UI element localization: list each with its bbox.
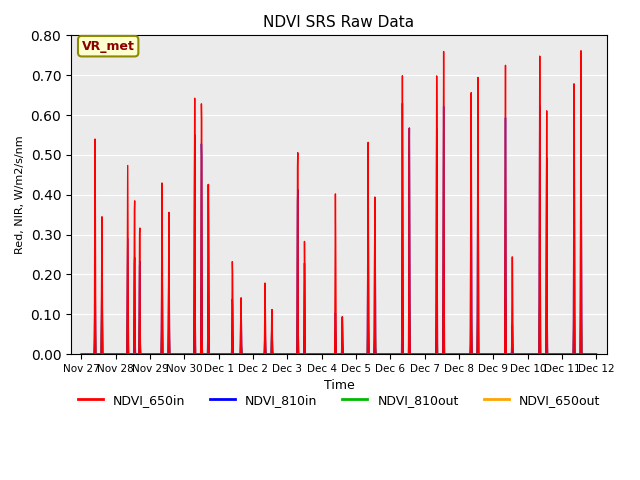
NDVI_650in [77,351,85,357]
NDVI_810out [483,351,491,357]
NDVI_810in [483,351,491,357]
NDVI_650in [578,271,586,277]
Line: NDVI_810in: NDVI_810in [81,103,596,354]
Y-axis label: Red, NIR, W/m2/s/nm: Red, NIR, W/m2/s/nm [15,135,25,254]
NDVI_810in [77,351,85,357]
NDVI_650out [328,351,336,357]
NDVI_810in [314,351,322,357]
Text: VR_met: VR_met [82,40,134,53]
NDVI_650out [205,289,212,295]
NDVI_810in [578,286,586,291]
Line: NDVI_810out: NDVI_810out [81,285,596,354]
NDVI_650in [578,351,586,357]
NDVI_810out [578,335,586,340]
NDVI_650in [483,351,491,357]
Legend: NDVI_650in, NDVI_810in, NDVI_810out, NDVI_650out: NDVI_650in, NDVI_810in, NDVI_810out, NDV… [72,389,605,412]
NDVI_650in [104,351,111,357]
NDVI_810out [104,351,111,357]
NDVI_650out [315,351,323,357]
Title: NDVI SRS Raw Data: NDVI SRS Raw Data [263,15,415,30]
NDVI_810in [578,351,586,357]
Line: NDVI_650out: NDVI_650out [81,292,596,354]
NDVI_810out [578,351,586,357]
NDVI_810out [191,282,198,288]
NDVI_650out [593,351,600,357]
NDVI_650out [578,336,586,341]
NDVI_810out [593,351,600,357]
NDVI_810in [593,351,600,357]
NDVI_650in [577,48,585,54]
NDVI_810out [315,351,323,357]
NDVI_810out [77,351,85,357]
NDVI_650in [314,351,322,357]
NDVI_650out [104,351,111,357]
X-axis label: Time: Time [323,379,355,393]
NDVI_650out [578,351,586,357]
NDVI_810in [328,351,335,357]
NDVI_650in [328,351,335,357]
NDVI_810out [328,351,336,357]
NDVI_650out [77,351,85,357]
Line: NDVI_650in: NDVI_650in [81,51,596,354]
NDVI_810in [104,351,111,357]
NDVI_810in [399,100,406,106]
NDVI_650in [593,351,600,357]
NDVI_650out [483,351,491,357]
